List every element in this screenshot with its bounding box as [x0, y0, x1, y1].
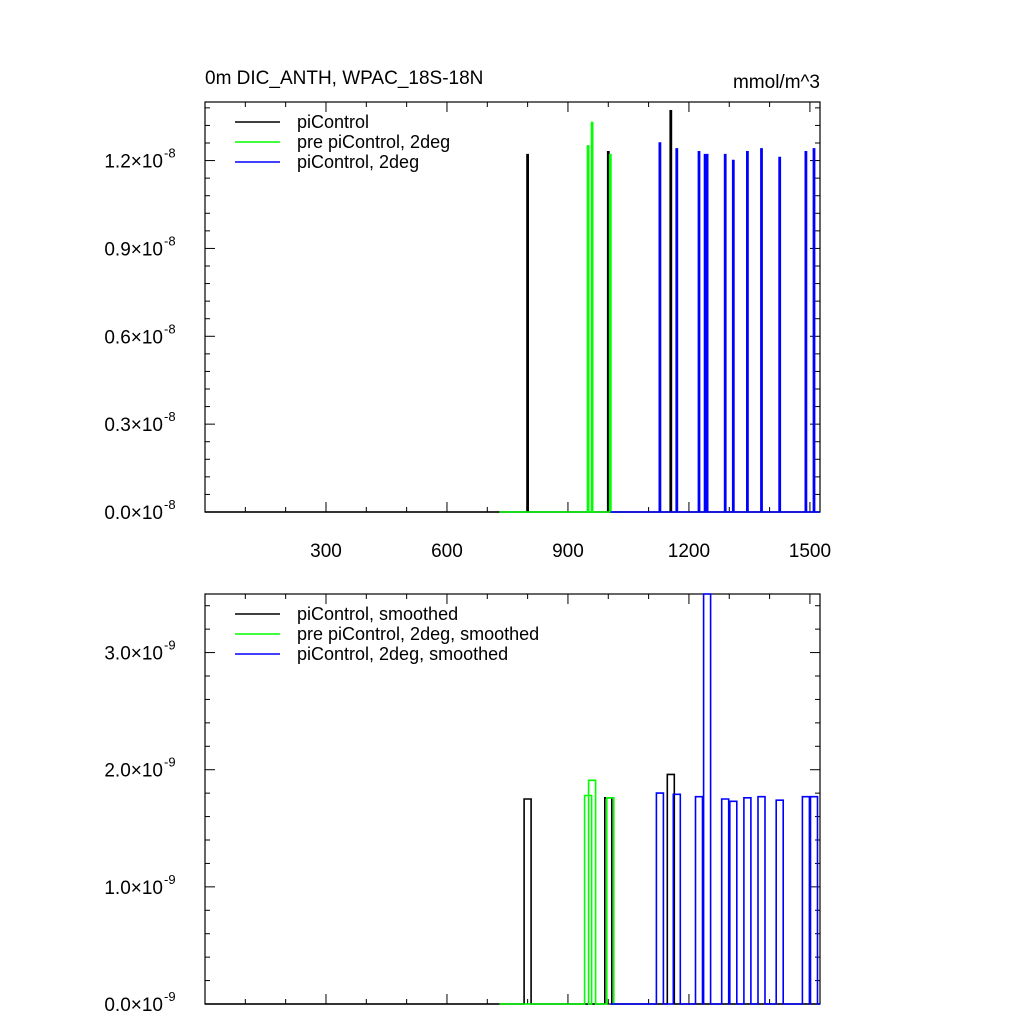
y-tick-exponent: -9 [164, 638, 176, 653]
y-tick-exponent: -9 [164, 872, 176, 887]
y-tick-label: 0.6×10 [104, 327, 163, 348]
bottom-panel: 0.0×10 -91.0×10 -92.0×10 -93.0×10 -9piContro… [104, 593, 821, 1016]
y-tick-label: 2.0×10 [104, 761, 163, 782]
y-tick-exponent: -8 [164, 409, 176, 424]
series-line [499, 121, 613, 513]
y-tick-exponent: -9 [164, 755, 176, 770]
y-tick-exponent: -8 [164, 146, 176, 161]
legend-label: pre piControl, 2deg, smoothed [297, 624, 539, 644]
x-tick-label: 600 [431, 541, 463, 562]
y-tick-label: 0.0×10 [104, 503, 163, 524]
legend-label: piControl, 2deg [297, 152, 419, 172]
units-label: mmol/m^3 [733, 72, 820, 93]
series-line [610, 142, 820, 513]
y-tick-exponent: -8 [164, 233, 176, 248]
legend-label: piControl [297, 112, 369, 132]
y-tick-exponent: -8 [164, 321, 176, 336]
y-tick-exponent: -8 [164, 497, 176, 512]
y-tick-exponent: -9 [164, 989, 176, 1004]
x-tick-label: 1500 [789, 541, 831, 562]
y-tick-label: 0.3×10 [104, 415, 163, 436]
legend-label: piControl, 2deg, smoothed [297, 644, 508, 664]
y-tick-label: 1.2×10 [104, 152, 163, 173]
y-tick-label: 3.0×10 [104, 644, 163, 665]
series-group [205, 110, 820, 513]
x-tick-label: 900 [552, 541, 584, 562]
x-tick-label: 300 [310, 541, 342, 562]
x-tick-label: 1200 [668, 541, 710, 562]
y-tick-label: 1.0×10 [104, 878, 163, 899]
series-line [610, 593, 820, 1005]
y-tick-label: 0.9×10 [104, 239, 163, 260]
series-group [205, 593, 820, 1005]
chart-title: 0m DIC_ANTH, WPAC_18S-18N [205, 68, 483, 89]
y-tick-label: 0.0×10 [104, 995, 163, 1016]
legend-label: piControl, smoothed [297, 604, 458, 624]
series-line [499, 779, 615, 1005]
series-line [205, 110, 820, 513]
legend-label: pre piControl, 2deg [297, 132, 450, 152]
series-line [205, 773, 820, 1005]
